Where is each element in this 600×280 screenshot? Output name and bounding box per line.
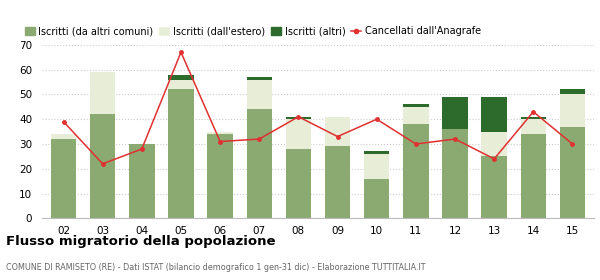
Bar <box>286 119 311 149</box>
Bar <box>286 117 311 119</box>
Bar <box>208 134 233 218</box>
Bar <box>521 119 546 134</box>
Bar <box>325 117 350 146</box>
Bar <box>247 109 272 218</box>
Bar <box>168 89 194 218</box>
Bar <box>208 132 233 134</box>
Bar <box>560 127 585 218</box>
Bar <box>364 179 389 218</box>
Bar <box>481 157 507 218</box>
Text: Flusso migratorio della popolazione: Flusso migratorio della popolazione <box>6 235 275 248</box>
Bar <box>168 80 194 89</box>
Bar <box>51 139 76 218</box>
Bar <box>560 89 585 94</box>
Legend: Iscritti (da altri comuni), Iscritti (dall'estero), Iscritti (altri), Cancellati: Iscritti (da altri comuni), Iscritti (da… <box>25 27 481 36</box>
Bar <box>247 77 272 80</box>
Bar <box>442 97 468 129</box>
Bar <box>442 129 468 218</box>
Bar <box>403 124 428 218</box>
Bar <box>403 107 428 124</box>
Bar <box>403 104 428 107</box>
Bar <box>521 134 546 218</box>
Bar <box>560 94 585 127</box>
Bar <box>129 144 155 218</box>
Bar <box>481 97 507 132</box>
Bar <box>364 154 389 179</box>
Bar <box>521 117 546 119</box>
Text: COMUNE DI RAMISETO (RE) - Dati ISTAT (bilancio demografico 1 gen-31 dic) - Elabo: COMUNE DI RAMISETO (RE) - Dati ISTAT (bi… <box>6 263 425 272</box>
Bar <box>90 114 115 218</box>
Bar <box>51 134 76 139</box>
Bar <box>286 149 311 218</box>
Bar <box>481 132 507 157</box>
Bar <box>168 74 194 80</box>
Bar <box>364 151 389 154</box>
Bar <box>325 146 350 218</box>
Bar <box>247 80 272 109</box>
Bar <box>90 72 115 114</box>
